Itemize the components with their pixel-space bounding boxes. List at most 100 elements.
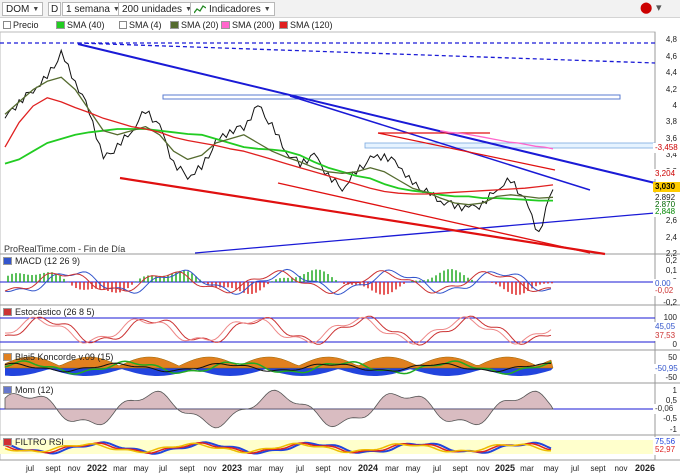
indicators-button[interactable]: Indicadores ▼ (190, 2, 275, 16)
series-line-sma-40[interactable] (4, 128, 553, 202)
legend-sma4[interactable]: SMA (4) (119, 19, 162, 30)
panel-tick: 0 (672, 340, 677, 349)
price-tick: 4,4 (665, 68, 677, 78)
time-tick: 2025 (494, 463, 516, 473)
time-tick: jul (25, 464, 35, 473)
period-label: 1 semana (66, 3, 110, 15)
color-swatch-icon (221, 20, 230, 29)
panel-tick: 50 (668, 353, 677, 362)
blai-panel-label[interactable]: Blai5 Koncorde v.09 (15) (3, 352, 113, 362)
panel-badge: -50,95 (653, 364, 680, 374)
panel-tick: -1 (669, 425, 677, 434)
panel-tick: 1 (672, 386, 677, 395)
time-tick: jul (295, 464, 305, 473)
symbol-selector[interactable]: DOM ▼ (2, 2, 44, 16)
time-tick: sept (315, 464, 331, 473)
legend-label: Precio (13, 19, 39, 30)
time-tick: jul (570, 464, 580, 473)
series-line-precio[interactable] (4, 48, 554, 233)
price-badge: 3,204 (653, 169, 680, 179)
color-swatch-icon (3, 438, 12, 446)
series-line-sma-120[interactable] (4, 97, 554, 195)
color-swatch-icon (3, 386, 12, 394)
macd-signal-line[interactable] (4, 270, 552, 294)
time-tick: nov (614, 464, 628, 473)
price-badge: 2,892 (653, 193, 680, 203)
channel-line-lower[interactable] (119, 176, 606, 256)
legend-sma120[interactable]: SMA (120) (279, 19, 333, 30)
close-icon[interactable]: ⬤ (640, 2, 653, 14)
legend-precio[interactable]: Precio (3, 19, 39, 30)
color-swatch-icon (279, 20, 288, 29)
stoch-k-line[interactable] (4, 315, 552, 346)
series-line-sma-20[interactable] (4, 76, 554, 206)
legend-sma200[interactable]: SMA (200) (221, 19, 275, 30)
chevron-down-icon: ▼ (32, 5, 40, 13)
panel-label-text: Mom (12) (15, 385, 54, 395)
d-label: D (51, 3, 59, 15)
panel-tick: -50 (665, 373, 677, 382)
panel-label-text: Estocástico (26 8 5) (15, 307, 95, 317)
time-tick: mar (520, 464, 534, 473)
series-line-sma-200[interactable] (439, 130, 554, 150)
rsi-panel-label[interactable]: FILTRO RSI (3, 437, 64, 447)
trend-line-down-main[interactable] (77, 43, 656, 184)
stoch-d-line[interactable] (5, 316, 552, 345)
legend-label: SMA (120) (290, 19, 333, 30)
panel-tick: 0,5 (665, 396, 677, 405)
time-tick: may (268, 464, 284, 473)
panel-label-text: MACD (12 26 9) (15, 256, 81, 266)
koncorde-black-line[interactable] (4, 362, 552, 373)
sub-panels (0, 268, 655, 461)
time-tick: 2024 (357, 463, 379, 473)
units-selector[interactable]: 200 unidades ▼ (118, 2, 196, 16)
rsi-yellow-line[interactable] (4, 442, 551, 454)
price-tick: 4 (672, 101, 677, 110)
mom-area[interactable] (4, 389, 554, 429)
panel-badge: 75,56 (653, 437, 680, 447)
price-series-group (4, 48, 554, 233)
koncorde-green-line[interactable] (4, 360, 552, 375)
panel-tick: 0,1 (665, 266, 677, 275)
color-swatch-icon (3, 353, 12, 361)
units-label: 200 unidades (122, 3, 183, 15)
d-button[interactable]: D (48, 2, 62, 16)
price-tick: 2,4 (665, 232, 677, 242)
red-descending-line[interactable] (377, 132, 556, 171)
time-tick: nov (476, 464, 490, 473)
panel-tick: -0,2 (663, 298, 677, 307)
color-swatch-icon (170, 20, 179, 29)
channel-line-middle[interactable] (277, 182, 591, 254)
panel-badge: 37,53 (653, 331, 680, 341)
time-tick: sept (179, 464, 195, 473)
price-tick: 4,8 (665, 35, 677, 45)
price-tick: 2,6 (665, 216, 677, 226)
macd-line[interactable] (4, 268, 552, 296)
dashed-trend-line[interactable] (77, 42, 656, 64)
chevron-down-icon: ▼ (263, 5, 271, 13)
toolbar: DOM ▼ D 1 semana ▼ 200 unidades ▼ Indicador… (0, 0, 680, 18)
macd-panel-label[interactable]: MACD (12 26 9) (3, 256, 80, 266)
time-tick: mar (248, 464, 262, 473)
panel-label-text: Blai5 Koncorde v.09 (15) (15, 352, 114, 362)
price-panel[interactable] (0, 42, 656, 256)
chevron-down-icon: ▼ (112, 5, 120, 13)
legend-label: SMA (20) (181, 19, 219, 30)
price-badge: 2,848 (653, 207, 680, 217)
trend-line-down-secondary[interactable] (289, 95, 591, 191)
panel-tick: 0,2 (665, 256, 677, 265)
time-tick: mar (385, 464, 399, 473)
panel-badge: 45,05 (653, 322, 680, 332)
mom-panel-label[interactable]: Mom (12) (3, 385, 54, 395)
legend-sma40[interactable]: SMA (40) (56, 19, 105, 30)
legend-sma20[interactable]: SMA (20) (170, 19, 219, 30)
range-box-upper[interactable] (162, 94, 621, 100)
stoch-panel-label[interactable]: Estocástico (26 8 5) (3, 307, 95, 317)
legend-label: SMA (40) (67, 19, 105, 30)
settings-icon[interactable]: ▾ (656, 2, 662, 14)
trend-line-up[interactable] (194, 212, 656, 254)
watermark: ProRealTime.com - Fin de Día (4, 244, 126, 254)
price-tick: 4,2 (665, 84, 677, 94)
panel-tick: 100 (663, 313, 677, 322)
